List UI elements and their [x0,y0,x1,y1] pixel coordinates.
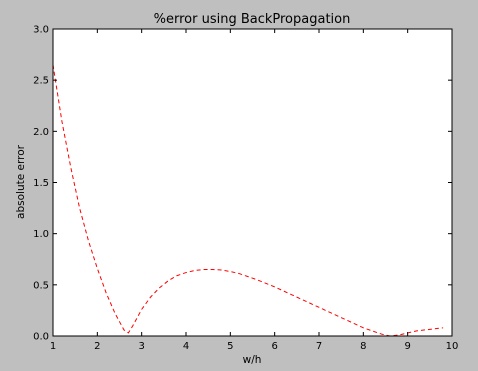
x-tick-label: 2 [94,341,100,352]
chart-title: %error using BackPropagation [154,12,351,27]
y-axis-label: absolute error [15,144,27,219]
y-tick-label: 1.0 [33,229,49,240]
x-tick-label: 4 [183,341,189,352]
x-tick-label: 8 [360,341,366,352]
y-tick-label: 1.5 [33,178,49,189]
x-tick-label: 10 [446,341,459,352]
series-line-0 [52,64,444,337]
x-tick-label: 1 [50,341,56,352]
x-tick-label: 6 [271,341,277,352]
x-tick-label: 5 [227,341,233,352]
x-tick-label: 3 [138,341,144,352]
y-tick-label: 0.5 [33,280,49,291]
y-tick-label: 3.0 [33,25,49,36]
y-tick-label: 0.0 [33,332,49,343]
series-layer [52,64,444,337]
x-tick-label: 9 [404,341,410,352]
y-ticks: 0.0 0.5 1.0 1.5 2.0 2.5 3.0 [33,25,452,343]
plot-area [53,29,452,336]
x-tick-label: 7 [316,341,322,352]
x-ticks: 1 2 3 4 5 6 7 8 9 10 [50,29,459,352]
y-tick-label: 2.0 [33,127,49,138]
x-axis-label: w/h [243,354,262,366]
y-tick-label: 2.5 [33,76,49,87]
